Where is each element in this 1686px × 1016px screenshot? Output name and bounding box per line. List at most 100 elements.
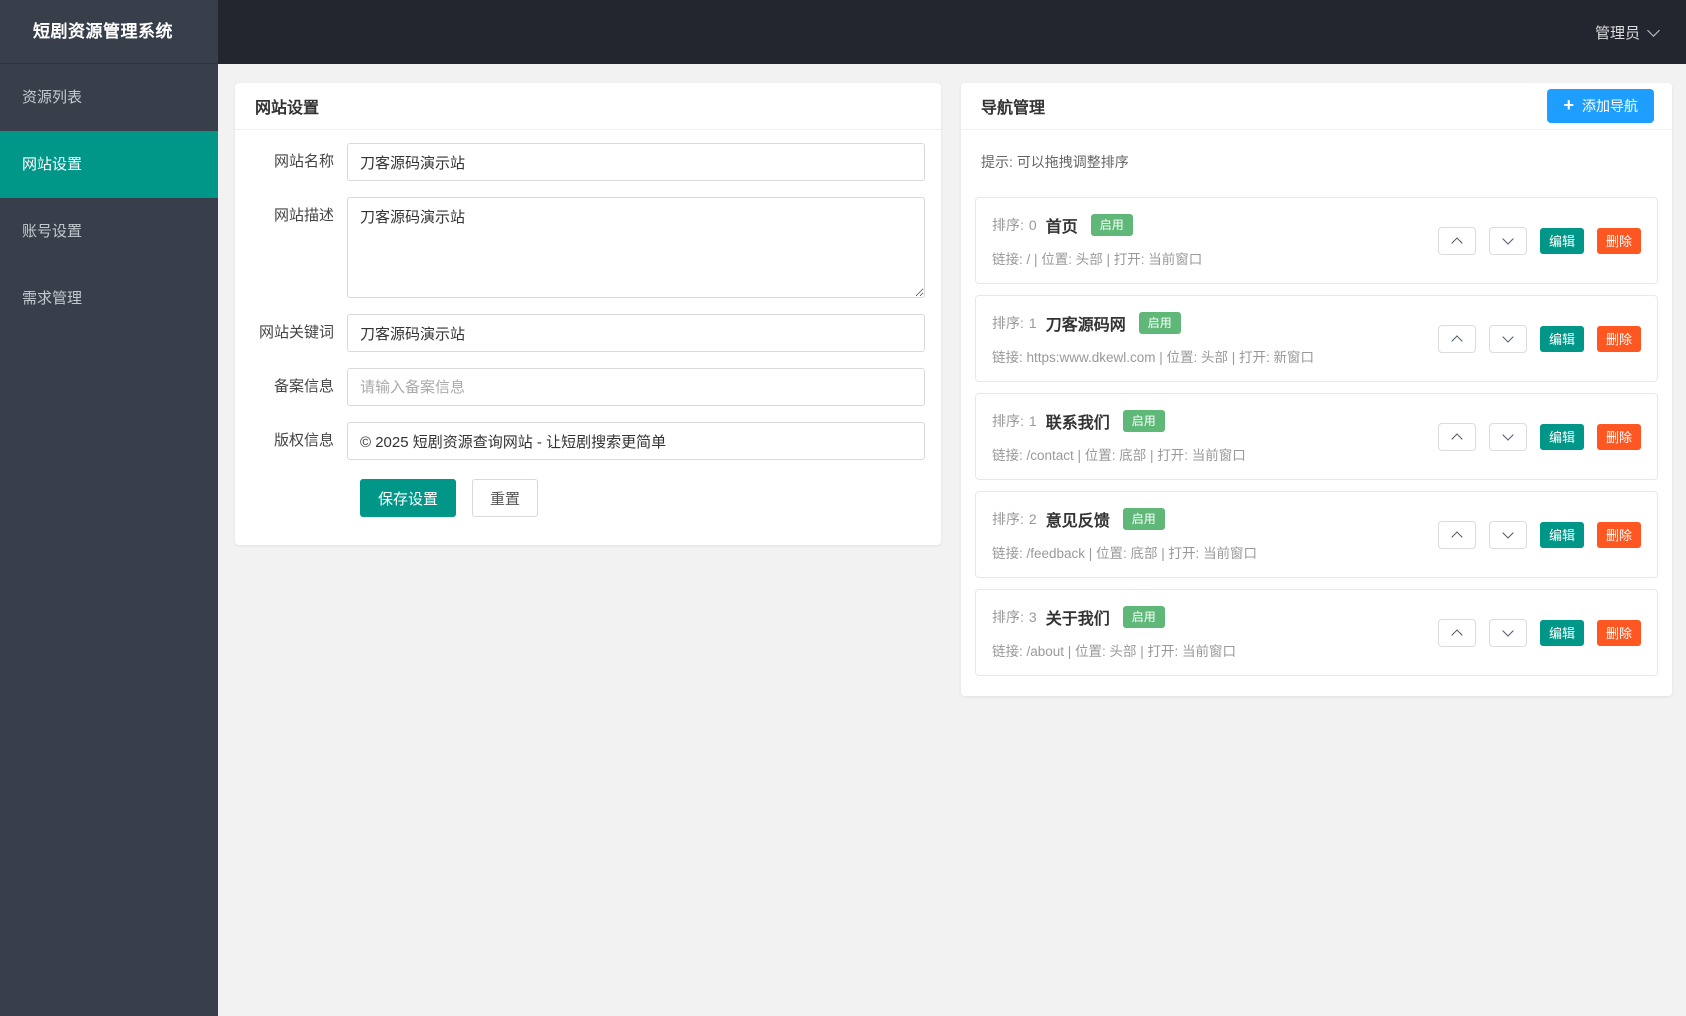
- add-nav-label: 添加导航: [1582, 98, 1638, 114]
- sort-prefix: 排序:: [992, 217, 1024, 233]
- nav-item-contact[interactable]: 排序: 1 联系我们 启用 链接: /contact | 位置: 底部 | 打开…: [975, 393, 1658, 480]
- edit-button[interactable]: 编辑: [1539, 227, 1584, 254]
- nav-item-actions: 编辑 删除: [1437, 226, 1641, 255]
- move-down-button[interactable]: [1488, 520, 1527, 549]
- move-down-button[interactable]: [1488, 422, 1527, 451]
- add-nav-button[interactable]: + 添加导航: [1547, 89, 1654, 123]
- nav-item-name: 刀客源码网: [1045, 317, 1126, 334]
- sort-prefix: 排序:: [992, 609, 1024, 625]
- nav-item-info: 排序: 0 首页 启用 链接: / | 位置: 头部 | 打开: 当前窗口: [992, 213, 1202, 268]
- chevron-down-icon: [1502, 331, 1514, 343]
- copyright-input[interactable]: [347, 422, 925, 460]
- form-row: 版权信息: [255, 422, 925, 460]
- nav-manager-header: 导航管理 + 添加导航: [961, 83, 1672, 130]
- site-settings-card: 网站设置 网站名称 网站描述 刀客源码演示站 网站关键词 备案信息 版权信息: [235, 83, 941, 545]
- move-down-button[interactable]: [1488, 618, 1527, 647]
- sidebar-menu: 资源列表 网站设置 账号设置 需求管理: [0, 64, 218, 332]
- nav-item-dkewl[interactable]: 排序: 1 刀客源码网 启用 链接: https:www.dkewl.com |…: [975, 295, 1658, 382]
- delete-button[interactable]: 删除: [1596, 619, 1641, 646]
- status-badge: 启用: [1090, 214, 1133, 236]
- site-keywords-label: 网站关键词: [258, 324, 334, 341]
- sidebar-item-resource-list[interactable]: 资源列表: [22, 89, 83, 106]
- sort-value: 1: [1028, 413, 1037, 429]
- nav-item-info: 排序: 1 刀客源码网 启用 链接: https:www.dkewl.com |…: [992, 311, 1314, 366]
- nav-item-info: 排序: 3 关于我们 启用 链接: /about | 位置: 头部 | 打开: …: [992, 605, 1236, 660]
- nav-item-meta: 链接: / | 位置: 头部 | 打开: 当前窗口: [992, 252, 1203, 267]
- status-badge: 启用: [1138, 312, 1181, 334]
- site-settings-form: 网站名称 网站描述 刀客源码演示站 网站关键词 备案信息 版权信息 保存设置: [235, 130, 941, 545]
- site-description-textarea[interactable]: 刀客源码演示站: [347, 197, 925, 298]
- move-down-button[interactable]: [1488, 226, 1527, 255]
- sort-value: 3: [1028, 609, 1037, 625]
- form-row: 网站关键词: [255, 314, 925, 352]
- move-up-button[interactable]: [1437, 422, 1476, 451]
- nav-item-home[interactable]: 排序: 0 首页 启用 链接: / | 位置: 头部 | 打开: 当前窗口 编辑…: [975, 197, 1658, 284]
- sidebar: 短剧资源管理系统 资源列表 网站设置 账号设置 需求管理: [0, 0, 218, 1016]
- nav-item-meta: 链接: /feedback | 位置: 底部 | 打开: 当前窗口: [992, 546, 1258, 561]
- sort-prefix: 排序:: [992, 511, 1024, 527]
- chevron-down-icon: [1647, 23, 1660, 37]
- sort-prefix: 排序:: [992, 315, 1024, 331]
- form-row: 网站描述 刀客源码演示站: [255, 197, 925, 298]
- chevron-down-icon: [1502, 527, 1514, 539]
- icp-info-label: 备案信息: [273, 378, 334, 395]
- nav-item-name: 意见反馈: [1045, 513, 1110, 530]
- sidebar-item-site-settings[interactable]: 网站设置: [0, 131, 218, 198]
- edit-button[interactable]: 编辑: [1539, 521, 1584, 548]
- chevron-down-icon: [1502, 233, 1514, 245]
- nav-item-actions: 编辑 删除: [1437, 618, 1641, 647]
- user-menu[interactable]: 管理员: [1594, 22, 1660, 43]
- move-down-button[interactable]: [1488, 324, 1527, 353]
- form-actions: 保存设置 重置: [360, 479, 925, 517]
- drag-tip: 提示: 可以拖拽调整排序: [981, 154, 1129, 170]
- nav-item-name: 关于我们: [1045, 611, 1110, 628]
- site-keywords-input[interactable]: [347, 314, 925, 352]
- move-up-button[interactable]: [1437, 226, 1476, 255]
- delete-button[interactable]: 删除: [1596, 423, 1641, 450]
- nav-item-meta: 链接: https:www.dkewl.com | 位置: 头部 | 打开: 新…: [992, 350, 1315, 365]
- form-row: 网站名称: [255, 143, 925, 181]
- chevron-up-icon: [1451, 628, 1463, 641]
- nav-item-feedback[interactable]: 排序: 2 意见反馈 启用 链接: /feedback | 位置: 底部 | 打…: [975, 491, 1658, 578]
- sort-prefix: 排序:: [992, 413, 1024, 429]
- nav-manager-card: 导航管理 + 添加导航 提示: 可以拖拽调整排序 排序: 0 首页 启用 链接:…: [961, 83, 1672, 696]
- sort-value: 0: [1028, 217, 1037, 233]
- nav-item-name: 联系我们: [1045, 415, 1110, 432]
- copyright-label: 版权信息: [273, 432, 334, 449]
- nav-item-info: 排序: 2 意见反馈 启用 链接: /feedback | 位置: 底部 | 打…: [992, 507, 1257, 562]
- icp-info-input[interactable]: [347, 368, 925, 406]
- user-name: 管理员: [1594, 24, 1640, 42]
- save-settings-button[interactable]: 保存设置: [360, 479, 456, 517]
- site-name-label: 网站名称: [273, 153, 334, 170]
- site-settings-header: 网站设置: [235, 83, 941, 130]
- edit-button[interactable]: 编辑: [1539, 423, 1584, 450]
- status-badge: 启用: [1122, 508, 1165, 530]
- main-content: 网站设置 网站名称 网站描述 刀客源码演示站 网站关键词 备案信息 版权信息: [218, 64, 1686, 1016]
- nav-item-about[interactable]: 排序: 3 关于我们 启用 链接: /about | 位置: 头部 | 打开: …: [975, 589, 1658, 676]
- edit-button[interactable]: 编辑: [1539, 619, 1584, 646]
- move-up-button[interactable]: [1437, 520, 1476, 549]
- nav-item-actions: 编辑 删除: [1437, 324, 1641, 353]
- sidebar-item-account-settings[interactable]: 账号设置: [22, 223, 83, 240]
- delete-button[interactable]: 删除: [1596, 325, 1641, 352]
- sort-value: 1: [1028, 315, 1037, 331]
- app-title: 短剧资源管理系统: [0, 0, 218, 64]
- plus-icon: +: [1563, 95, 1574, 115]
- nav-item-actions: 编辑 删除: [1437, 422, 1641, 451]
- nav-item-meta: 链接: /contact | 位置: 底部 | 打开: 当前窗口: [992, 448, 1246, 463]
- edit-button[interactable]: 编辑: [1539, 325, 1584, 352]
- site-settings-title: 网站设置: [255, 100, 320, 117]
- status-badge: 启用: [1122, 606, 1165, 628]
- chevron-down-icon: [1502, 625, 1514, 637]
- sidebar-item-request-management[interactable]: 需求管理: [22, 290, 83, 307]
- delete-button[interactable]: 删除: [1596, 227, 1641, 254]
- move-up-button[interactable]: [1437, 618, 1476, 647]
- reset-button[interactable]: 重置: [472, 479, 538, 517]
- chevron-up-icon: [1451, 334, 1463, 347]
- chevron-up-icon: [1451, 432, 1463, 445]
- move-up-button[interactable]: [1437, 324, 1476, 353]
- nav-manager-title: 导航管理: [981, 100, 1046, 117]
- delete-button[interactable]: 删除: [1596, 521, 1641, 548]
- chevron-up-icon: [1451, 236, 1463, 249]
- site-name-input[interactable]: [347, 143, 925, 181]
